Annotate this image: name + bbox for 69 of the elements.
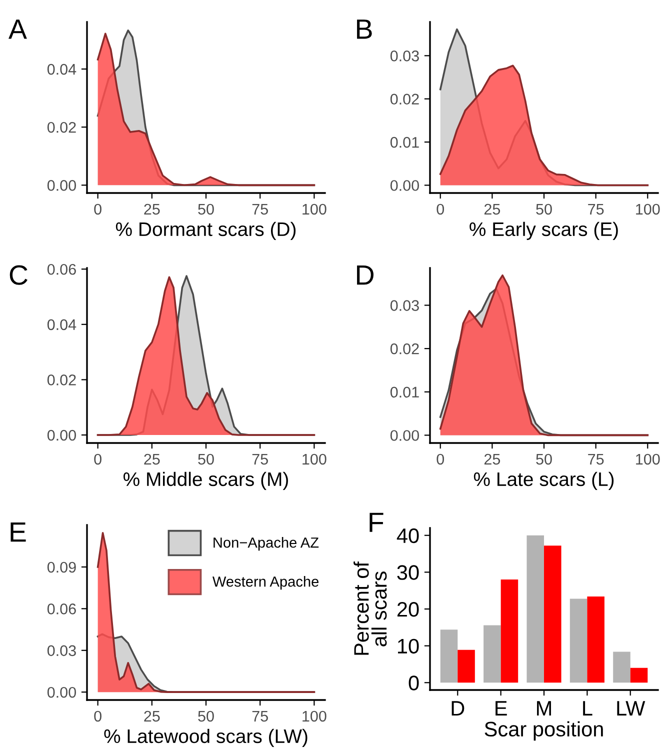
y-tick-label: 0.02 (47, 122, 76, 133)
x-tick-label: 25 (484, 204, 500, 215)
x-tick-label: 50 (536, 454, 552, 465)
chart-title: E (10, 522, 26, 542)
x-tick-label: L (583, 701, 592, 716)
y-tick-label: 0.03 (390, 50, 419, 62)
x-tick-label: 75 (252, 710, 268, 722)
y-axis-title: Percent of all scars (354, 561, 387, 655)
x-tick-label: 0 (436, 454, 444, 465)
x-tick-label: 100 (636, 454, 660, 465)
x-tick-label: LW (617, 701, 646, 716)
x-tick-label: 25 (144, 204, 160, 215)
x-tick-label: 0 (436, 204, 444, 215)
x-tick-label: 100 (302, 710, 326, 722)
y-tick-label: 0.04 (47, 64, 76, 75)
y-tick-label: 0.03 (47, 645, 76, 656)
x-axis-title: Scar position (484, 721, 603, 741)
y-tick-label: 0.06 (47, 604, 76, 614)
y-tick-label: 10 (398, 638, 419, 654)
legend-label: Non−Apache AZ (214, 537, 319, 551)
x-tick-label: 75 (252, 454, 268, 465)
x-tick-label: 25 (144, 454, 160, 465)
x-tick-label: 0 (94, 204, 102, 215)
x-axis-title: % Middle scars (M) (124, 472, 288, 490)
y-tick-label: 0.02 (47, 374, 76, 386)
x-tick-label: D (452, 701, 464, 716)
x-tick-label: 100 (302, 204, 326, 215)
x-tick-label: 75 (588, 204, 604, 215)
y-tick-label: 0.04 (47, 319, 76, 330)
y-tick-label: 0.01 (390, 386, 419, 398)
y-tick-label: 0.03 (390, 300, 419, 311)
y-tick-label: 0.00 (390, 180, 419, 191)
y-tick-label: 0.00 (47, 686, 76, 698)
x-tick-label: 25 (484, 454, 500, 465)
x-tick-label: 50 (198, 454, 214, 465)
x-axis-title: % Dormant scars (D) (116, 222, 296, 240)
x-axis-title: % Early scars (E) (470, 222, 618, 240)
y-tick-label: 0.01 (390, 136, 419, 148)
x-tick-label: 50 (536, 204, 552, 215)
y-tick-label: 0.00 (47, 430, 76, 441)
y-tick-label: 0.00 (390, 430, 419, 441)
chart-title: A (8, 20, 27, 39)
x-tick-label: 75 (588, 454, 604, 465)
y-tick-label: 40 (396, 528, 419, 544)
x-tick-label: M (537, 701, 551, 716)
x-tick-label: 50 (198, 204, 214, 215)
x-axis-title: % Latewood scars (LW) (104, 728, 308, 747)
chart-title: B (357, 20, 372, 39)
x-tick-label: 100 (302, 454, 326, 465)
chart-title: F (370, 512, 384, 532)
x-tick-label: 50 (198, 710, 214, 722)
y-tick-label: 0.00 (47, 180, 76, 191)
legend-label: Western Apache (212, 576, 319, 590)
chart-title: C (10, 265, 28, 285)
x-tick-label: 75 (252, 204, 268, 215)
y-tick-label: 0.02 (390, 343, 419, 354)
x-tick-label: 25 (144, 710, 160, 722)
x-tick-label: 100 (636, 204, 660, 215)
y-tick-label: 0.02 (390, 94, 419, 105)
chart-title: D (357, 266, 374, 285)
y-tick-label: 20 (397, 602, 419, 617)
x-tick-label: E (496, 701, 507, 716)
y-tick-label: 0 (408, 676, 419, 690)
y-tick-label: 0.06 (47, 264, 76, 275)
y-tick-label: 0.09 (47, 562, 76, 573)
x-tick-label: 0 (94, 454, 102, 465)
x-axis-title: % Late scars (L) (474, 472, 614, 490)
y-tick-label: 30 (397, 565, 419, 580)
x-tick-label: 0 (94, 710, 102, 722)
